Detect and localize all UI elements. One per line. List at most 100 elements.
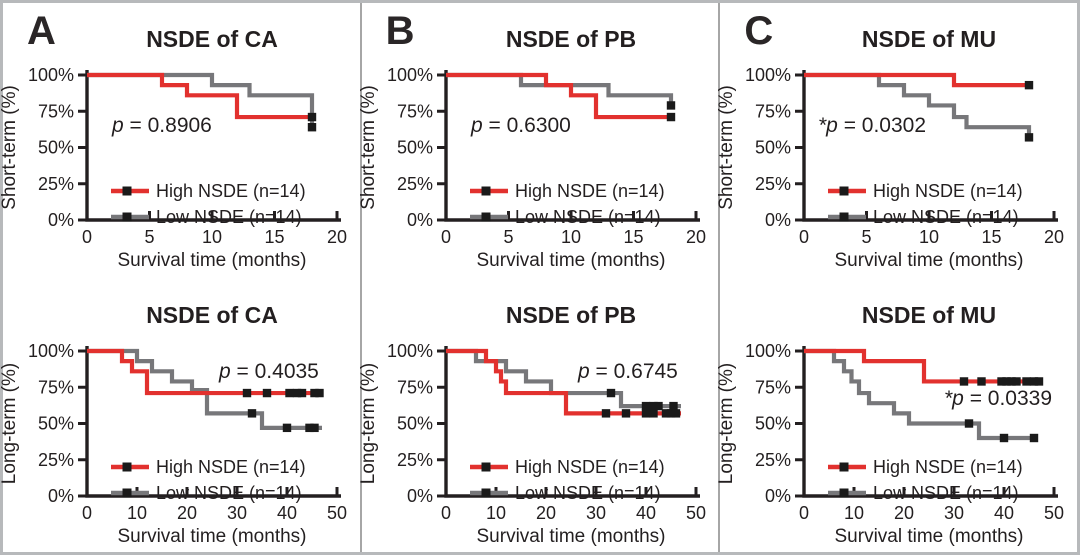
y-axis-label: Short-term (%) [0,85,20,210]
y-tick-label: 0% [48,486,74,506]
y-tick-label: 25% [397,174,433,194]
x-tick-label: 5 [503,227,513,247]
x-tick-label: 10 [486,503,506,523]
axes [436,70,700,222]
y-axis-label: Long-term (%) [716,363,737,484]
p-value-annotation: p = 0.8906 [111,114,212,137]
legend-censor-marker [481,186,491,196]
legend-censor-marker [481,212,491,222]
y-tick-label: 100% [387,65,433,85]
y-tick-label: 100% [28,341,74,361]
panel-c: C NSDE of MU Short-term (%) 0% 25% 50% 75% 100… [716,3,1077,552]
y-tick-label: 100% [745,65,791,85]
x-tick-label: 40 [994,503,1014,523]
x-tick-label: 10 [127,503,147,523]
legend-label: High NSDE (n=14) [873,457,1023,477]
legend-label: Low NSDE (n=14) [156,207,302,227]
censor-mark [315,388,324,398]
censor-mark [242,388,252,398]
km-chart-ca-short-term: NSDE of CA Short-term (%) 0% 25% 50% 75% 100% 0… [0,26,347,271]
x-axis-label: Survival time (months) [476,250,665,271]
y-axis-label: Short-term (%) [358,85,379,210]
y-tick-label: 75% [397,377,433,397]
legend-label: High NSDE (n=14) [515,457,665,477]
legend-label: High NSDE (n=14) [156,181,306,201]
censor-mark [661,409,670,418]
censor-mark [960,377,969,386]
legend: High NSDE (n=14) Low NSDE (n=14) [111,181,306,227]
legend-label: Low NSDE (n=14) [515,483,661,503]
censor-mark [1025,133,1034,142]
legend-label: High NSDE (n=14) [515,181,665,201]
panel-a: A NSDE of CA Short-term (%) 0% 25% 50% 75% 100… [0,3,362,552]
censor-mark [262,388,272,398]
y-tick-label: 50% [38,138,74,158]
p-value-annotation: *p = 0.0339 [944,387,1052,410]
x-tick-label: 0 [82,227,92,247]
survival-curve [804,72,1032,138]
y-tick-label: 75% [38,101,74,121]
censor-mark [1030,377,1039,386]
x-tick-label: 40 [636,503,656,523]
x-tick-label: 10 [844,503,864,523]
censor-mark [621,409,630,418]
x-axis-label: Survival time (months) [835,526,1024,547]
legend-censor-marker [481,462,491,472]
x-tick-label: 50 [1044,503,1064,523]
p-value-annotation: p = 0.6745 [577,360,678,383]
p-value-annotation: p = 0.4035 [218,360,319,383]
legend: High NSDE (n=14) Low NSDE (n=14) [469,457,665,503]
survival-curve [804,348,1035,441]
censor-mark [648,409,658,418]
axes [795,70,1059,222]
y-tick-label: 100% [387,341,433,361]
y-axis-label: Short-term (%) [716,85,737,210]
chart-title: NSDE of PB [506,26,636,52]
panel-b-letter: B [385,9,415,53]
y-tick-label: 75% [755,377,791,397]
x-tick-label: 20 [327,227,347,247]
censor-mark [1030,433,1039,443]
censor-mark [653,401,663,411]
x-tick-label: 50 [327,503,347,523]
censor-mark [307,123,317,132]
y-tick-label: 50% [755,414,791,434]
survival-curve [445,72,673,106]
censor-mark [1035,377,1044,386]
legend-label: Low NSDE (n=14) [156,483,302,503]
censor-mark [666,112,675,122]
y-tick-label: 50% [397,414,433,434]
x-tick-label: 20 [1044,227,1064,247]
x-tick-label: 15 [264,227,284,247]
censor-mark [282,423,292,433]
censor-mark [648,401,658,411]
survival-curve [87,348,322,396]
x-tick-label: 5 [144,227,154,247]
legend: High NSDE (n=14) Low NSDE (n=14) [828,181,1023,227]
y-tick-label: 50% [755,138,791,158]
y-tick-label: 0% [48,210,74,230]
x-tick-label: 0 [799,503,809,523]
y-tick-label: 0% [765,486,791,506]
km-chart-pb-long-term: NSDE of PB Long-term (%) 0% 25% 50% 75% 100% 0 1… [358,302,706,547]
censor-mark [307,112,317,122]
x-tick-label: 0 [799,227,809,247]
censor-mark [1007,377,1017,386]
y-tick-label: 25% [38,450,74,470]
censor-mark [1025,80,1034,90]
km-chart-ca-long-term: NSDE of CA Long-term (%) 0% 25% 50% 75% 100% 0 1… [0,302,347,547]
y-tick-label: 0% [407,210,433,230]
censor-mark [1012,377,1022,386]
legend-censor-marker [481,488,491,498]
censor-mark [997,377,1007,386]
x-tick-label: 20 [686,227,706,247]
censor-mark [285,388,294,398]
censor-mark [310,388,319,398]
x-tick-label: 30 [944,503,964,523]
x-tick-label: 15 [982,227,1002,247]
chart-title: NSDE of CA [146,26,278,52]
censor-mark [666,409,675,418]
x-axis-label: Survival time (months) [835,250,1024,271]
panel-c-letter: C [744,9,774,53]
